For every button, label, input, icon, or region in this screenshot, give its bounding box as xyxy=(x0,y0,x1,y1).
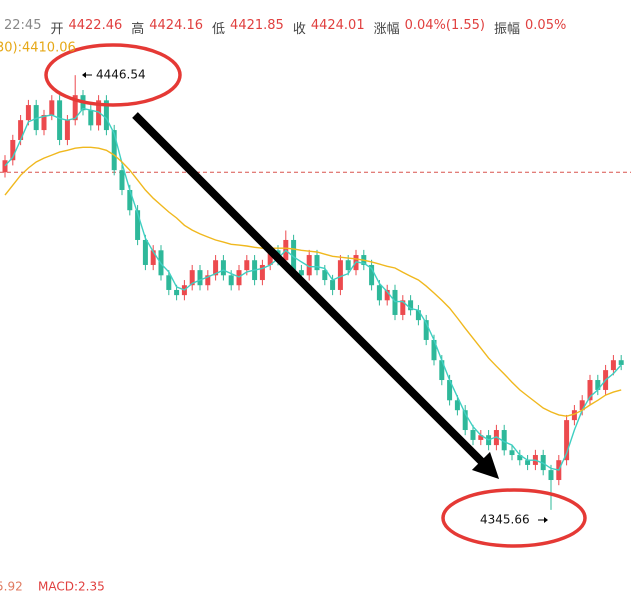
candle-body xyxy=(10,139,16,161)
candle-body xyxy=(228,275,234,286)
info-value: 0.05% xyxy=(525,18,567,33)
candle-body xyxy=(314,255,320,271)
candle-body xyxy=(525,460,531,465)
candle-body xyxy=(415,310,421,321)
highlight-circle xyxy=(441,488,587,548)
candle-body xyxy=(618,360,624,365)
candle-body xyxy=(135,210,141,240)
info-value: 0.04%(1.55) xyxy=(404,18,485,33)
trend-arrow xyxy=(132,112,500,480)
candle-body xyxy=(462,410,468,431)
candle-body xyxy=(548,470,554,481)
low-label: 4345.66 xyxy=(480,513,530,527)
candle-body xyxy=(205,275,211,286)
info-label: 涨幅 xyxy=(373,22,400,37)
candle-body xyxy=(244,260,250,271)
candle-body xyxy=(291,239,297,271)
candle-body xyxy=(470,430,476,440)
candle-body xyxy=(376,285,382,301)
candle-body xyxy=(166,275,172,290)
low-pointer xyxy=(538,517,548,523)
candle-body xyxy=(579,400,585,411)
info-bar: 22:45 开 4422.46 高 4424.16 低 4421.85 收 4424.01 涨幅 0… xyxy=(4,18,570,37)
candle-body xyxy=(33,105,39,131)
info-label: 开 xyxy=(50,22,64,37)
candle-body xyxy=(517,455,523,461)
candle-body xyxy=(501,430,507,451)
info-label: 低 xyxy=(212,22,226,37)
candle-body xyxy=(595,380,601,390)
candle-body xyxy=(57,100,63,140)
candle-body xyxy=(478,435,484,440)
info-label: 收 xyxy=(292,22,306,37)
info-value: 4422.46 xyxy=(68,18,123,33)
info-value: 4424.16 xyxy=(149,18,204,33)
candle-body xyxy=(330,280,336,290)
candle-body xyxy=(369,264,375,286)
candle-body xyxy=(509,450,515,456)
candle-body xyxy=(127,189,133,211)
candle-body xyxy=(454,400,460,411)
candle-body xyxy=(41,114,47,131)
candle-body xyxy=(64,120,70,140)
candle-body xyxy=(400,300,406,315)
ma-label: 30):4410.06 xyxy=(0,41,76,56)
info-label: 高 xyxy=(131,22,145,37)
candle-body xyxy=(88,110,94,126)
macd-value: 5.92 xyxy=(0,580,23,592)
high-label: 4446.54 xyxy=(96,68,146,82)
candle-body xyxy=(197,270,203,286)
info-value: 4424.01 xyxy=(310,18,365,33)
candle-body xyxy=(18,120,24,140)
candle-body xyxy=(423,320,429,340)
moving-average xyxy=(4,146,622,417)
candle-body xyxy=(220,260,226,276)
candle-body xyxy=(119,170,125,190)
candle-body xyxy=(213,260,219,276)
candle-body xyxy=(103,100,109,131)
candle-body xyxy=(174,289,180,296)
high-pointer xyxy=(82,72,92,78)
candle-body xyxy=(408,300,414,311)
candle-body xyxy=(384,289,390,301)
candle-body xyxy=(345,260,351,271)
macd-label: MACD:2.35 xyxy=(38,580,105,592)
candle-body xyxy=(610,360,616,371)
candle-body xyxy=(142,239,148,265)
candle-body xyxy=(189,270,195,286)
candle-body xyxy=(49,100,55,115)
candle-body xyxy=(564,420,570,461)
candle-body xyxy=(337,260,343,290)
candle-body xyxy=(72,95,78,121)
info-value: 4421.85 xyxy=(230,18,284,33)
candle-body xyxy=(431,339,437,361)
candle-body xyxy=(439,360,445,381)
candle-body xyxy=(322,270,328,281)
candle-body xyxy=(392,289,398,315)
highlight-circle xyxy=(44,43,182,107)
moving-average xyxy=(4,107,622,471)
candle-body xyxy=(587,380,593,401)
candle-body xyxy=(111,130,117,171)
info-label: 振幅 xyxy=(494,22,521,37)
candle-body xyxy=(306,255,312,276)
candle-body xyxy=(298,270,304,276)
candle-body xyxy=(447,380,453,401)
candle-body xyxy=(2,160,8,173)
candle-body xyxy=(571,410,577,421)
candle-body xyxy=(25,105,31,121)
info-time: 22:45 xyxy=(4,18,42,33)
candle-body xyxy=(259,264,265,281)
candle-body xyxy=(267,250,273,265)
candle-body xyxy=(150,250,156,265)
